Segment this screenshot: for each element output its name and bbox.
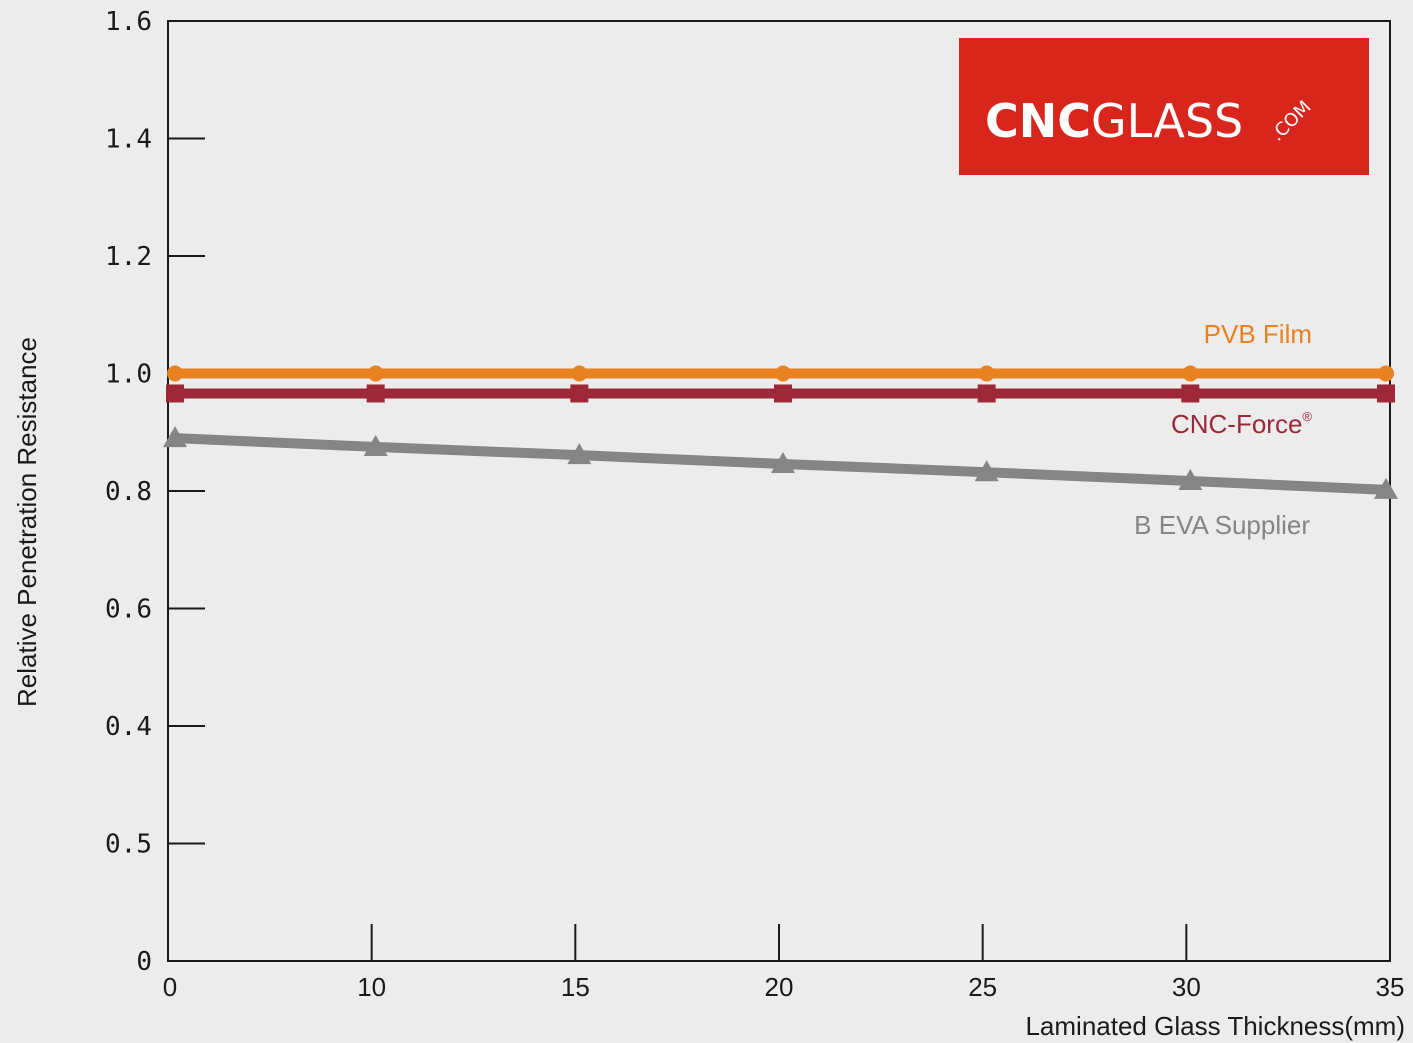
data-point <box>163 426 187 448</box>
data-point <box>1181 384 1200 403</box>
x-axis-title: Laminated Glass Thickness(mm) <box>1025 1011 1405 1041</box>
x-tick-label: 25 <box>968 972 997 1002</box>
registered-mark: ® <box>1302 409 1312 424</box>
series-label-cnc-force-name: CNC-Force <box>1171 409 1302 439</box>
data-point <box>974 460 999 482</box>
data-point <box>774 384 792 403</box>
y-tick-label: 0.6 <box>105 595 152 625</box>
y-tick-label: 0.5 <box>105 830 152 860</box>
data-point <box>1178 469 1203 491</box>
x-tick-label: 35 <box>1376 972 1405 1002</box>
y-tick-label: 1.6 <box>105 7 152 37</box>
data-point <box>366 384 385 403</box>
y-tick-label: 1.0 <box>105 360 152 390</box>
data-point <box>1374 477 1398 499</box>
data-point <box>367 365 384 382</box>
data-point <box>775 365 791 382</box>
data-point <box>571 365 588 382</box>
series-label-pvb-film: PVB Film <box>1204 319 1312 349</box>
y-tick-label: 0 <box>136 947 152 977</box>
x-tick-label: 0 <box>163 972 177 1002</box>
data-point <box>1378 365 1394 382</box>
data-point <box>567 443 592 465</box>
data-point <box>1377 384 1395 403</box>
logo-text: CNCGLASS <box>985 94 1243 148</box>
data-point <box>978 365 995 382</box>
x-tick-label: 20 <box>765 972 794 1002</box>
x-tick-label: 30 <box>1172 972 1201 1002</box>
data-point <box>167 365 183 382</box>
series-label-cnc-force: CNC-Force® <box>1171 409 1312 439</box>
y-tick-label: 0.8 <box>105 477 152 507</box>
data-point <box>771 451 795 473</box>
y-tick-label: 1.2 <box>105 242 152 272</box>
logo-background <box>959 38 1369 175</box>
x-tick-label: 15 <box>561 972 590 1002</box>
y-axis: 0 0.5 0.4 0.6 0.8 1.0 1.2 1.4 1.6 <box>105 7 205 977</box>
logo-bold-text: CNC <box>985 94 1091 148</box>
series-cnc-force <box>166 384 1395 403</box>
series-pvb-film <box>167 365 1394 382</box>
x-axis: 0 10 15 20 25 30 35 <box>163 924 1405 1002</box>
logo-box: CNCGLASS .COM <box>959 38 1369 175</box>
y-tick-label: 1.4 <box>105 125 152 155</box>
logo-light-text: GLASS <box>1091 94 1243 148</box>
series-label-b-eva-supplier: B EVA Supplier <box>1134 510 1310 540</box>
data-point <box>166 384 184 403</box>
data-point <box>570 384 589 403</box>
x-tick-label: 10 <box>357 972 386 1002</box>
series-labels: PVB Film CNC-Force® B EVA Supplier <box>1134 319 1312 540</box>
y-axis-title: Relative Penetration Resistance <box>12 337 42 707</box>
y-tick-label: 0.4 <box>105 712 152 742</box>
series-b-eva-supplier <box>163 426 1398 499</box>
data-point <box>977 384 996 403</box>
data-point <box>1182 365 1199 382</box>
series-layer <box>163 365 1398 499</box>
data-point <box>363 434 388 456</box>
